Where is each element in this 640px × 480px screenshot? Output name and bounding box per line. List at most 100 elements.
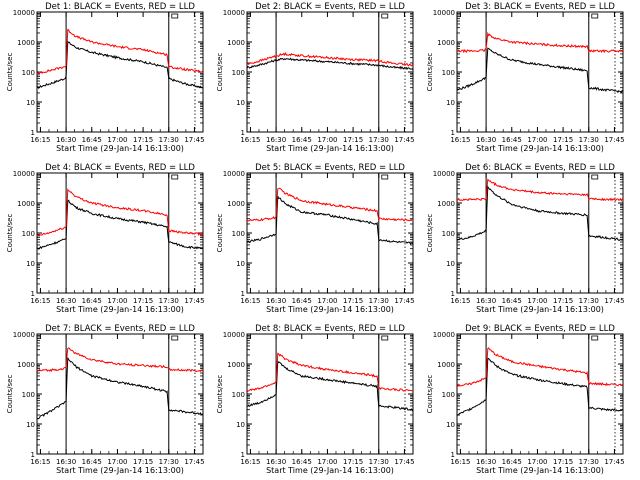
y-tick-label: 100 [22,69,35,77]
x-tick-label: 16:15 [450,458,470,466]
x-tick-label: 17:00 [107,297,127,305]
y-tick-label: 10000 [223,9,245,17]
y-axis-label: Counts/sec [426,214,434,253]
y-tick-label: 1 [241,290,245,298]
panel-title: Det 3: BLACK = Events, RED = LLD [465,2,615,12]
marker-flag [591,335,599,341]
plot-frame [456,333,624,455]
y-tick-label: 1 [241,129,245,137]
y-tick-label: 10 [446,421,455,429]
panel-det-4: Det 4: BLACK = Events, RED = LLD 1 10 100 10… [6,163,205,314]
plot-frame [36,11,204,133]
y-tick-label: 100 [232,230,245,238]
series-line-lld [36,28,204,75]
x-axis-label: Start Time (29-Jan-14 16:13:00) [56,144,184,153]
y-tick-label: 10 [236,260,245,268]
y-tick-label: 10000 [13,9,35,17]
marker-flag [171,174,179,180]
y-tick-label: 1000 [227,200,245,208]
plot-frame [246,172,414,294]
x-tick-label: 17:15 [343,297,363,305]
x-tick-label: 16:30 [266,458,286,466]
x-tick-label: 17:45 [604,136,624,144]
panel-title: Det 8: BLACK = Events, RED = LLD [255,324,405,334]
y-axis-label: Counts/sec [426,53,434,92]
x-tick-label: 17:15 [343,136,363,144]
y-tick-label: 1000 [227,39,245,47]
x-axis-label: Start Time (29-Jan-14 16:13:00) [266,466,394,475]
x-tick-label: 16:30 [266,136,286,144]
y-axis-label: Counts/sec [6,375,14,414]
y-tick-label: 1000 [437,200,455,208]
x-tick-label: 16:45 [82,458,102,466]
panel-title: Det 6: BLACK = Events, RED = LLD [465,163,615,173]
x-tick-label: 16:30 [476,458,496,466]
x-tick-label: 17:30 [579,458,599,466]
y-tick-label: 10000 [433,331,455,339]
marker-flag [381,335,389,341]
x-tick-label: 17:00 [527,136,547,144]
x-tick-label: 16:15 [450,136,470,144]
y-tick-label: 1 [31,451,35,459]
x-tick-label: 16:30 [476,136,496,144]
x-axis-label: Start Time (29-Jan-14 16:13:00) [476,466,604,475]
x-tick-label: 16:30 [56,136,76,144]
panel-det-1: Det 1: BLACK = Events, RED = LLD 1 10 100 10… [6,2,205,153]
marker-flag [171,335,179,341]
x-tick-label: 17:45 [604,458,624,466]
x-tick-label: 17:30 [579,297,599,305]
y-tick-label: 1000 [17,39,35,47]
y-axis-label: Counts/sec [216,53,224,92]
y-tick-label: 10 [236,421,245,429]
y-tick-label: 1000 [437,39,455,47]
series-line-events [36,199,204,250]
marker-flag [381,174,389,180]
y-tick-label: 1 [31,290,35,298]
y-tick-label: 10000 [433,9,455,17]
y-tick-label: 100 [22,391,35,399]
plot-frame [246,333,414,455]
x-axis-label: Start Time (29-Jan-14 16:13:00) [266,305,394,314]
series-line-events [246,195,414,245]
y-tick-label: 100 [232,391,245,399]
panel-title: Det 7: BLACK = Events, RED = LLD [45,324,195,334]
y-tick-label: 10000 [13,170,35,178]
series-line-lld [246,352,414,392]
x-tick-label: 16:30 [266,297,286,305]
x-tick-label: 16:15 [240,458,260,466]
x-tick-label: 17:30 [159,136,179,144]
x-tick-label: 17:45 [394,136,414,144]
y-tick-label: 10 [26,99,35,107]
x-tick-label: 16:15 [240,297,260,305]
x-tick-label: 17:30 [159,297,179,305]
marker-flag [591,174,599,180]
x-tick-label: 17:15 [133,458,153,466]
y-axis-label: Counts/sec [426,375,434,414]
x-axis-label: Start Time (29-Jan-14 16:13:00) [476,144,604,153]
x-tick-label: 17:30 [579,136,599,144]
y-tick-label: 1000 [437,361,455,369]
x-tick-label: 17:00 [107,458,127,466]
y-tick-label: 1 [451,290,455,298]
series-line-lld [457,178,624,202]
series-line-lld [36,347,204,373]
series-line-lld [456,347,623,388]
panel-det-3: Det 3: BLACK = Events, RED = LLD 1 10 100 10… [426,2,625,153]
plot-frame [246,11,414,133]
x-tick-label: 16:30 [56,458,76,466]
series-line-events [456,185,624,241]
y-tick-label: 10 [446,260,455,268]
x-axis-label: Start Time (29-Jan-14 16:13:00) [266,144,394,153]
y-axis-label: Counts/sec [6,214,14,253]
series-line-events [246,57,414,71]
series-line-events [456,357,624,416]
panel-det-8: Det 8: BLACK = Events, RED = LLD 1 10 100 10… [216,324,415,475]
x-axis-label: Start Time (29-Jan-14 16:13:00) [476,305,604,314]
x-tick-label: 16:45 [502,458,522,466]
x-tick-label: 16:45 [82,136,102,144]
y-tick-label: 1 [451,129,455,137]
series-line-events [36,40,204,89]
x-tick-label: 16:30 [56,297,76,305]
x-axis-label: Start Time (29-Jan-14 16:13:00) [56,466,184,475]
